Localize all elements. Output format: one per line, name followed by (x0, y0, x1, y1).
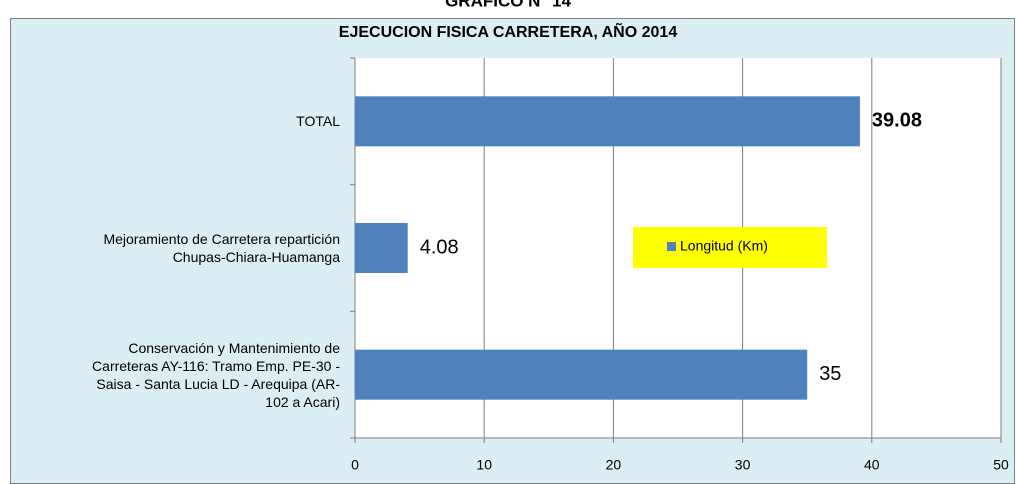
legend-label: Longitud (Km) (680, 238, 768, 254)
x-tick-label: 50 (993, 457, 1009, 473)
x-tick-label: 30 (735, 457, 751, 473)
bar (355, 349, 808, 400)
x-tick-label: 0 (351, 457, 359, 473)
x-tick-label: 10 (476, 457, 492, 473)
legend: Longitud (Km) (633, 227, 827, 268)
value-label: 35 (819, 363, 841, 385)
value-label: 4.08 (420, 236, 459, 258)
legend-box (633, 227, 827, 268)
x-tick-label: 20 (606, 457, 622, 473)
y-tick-label: Conservación y Mantenimiento de Carreter… (92, 339, 340, 410)
chart-subtitle: GRAFICO N° 14 (445, 0, 571, 10)
x-tick-label: 40 (864, 457, 880, 473)
y-tick-label: Mejoramiento de Carretera repartición Ch… (103, 231, 340, 265)
y-tick-label: TOTAL (296, 113, 340, 130)
chart-title: EJECUCION FISICA CARRETERA, AÑO 2014 (339, 21, 678, 41)
value-label: 39.08 (872, 110, 922, 132)
bar (355, 223, 408, 273)
bar (355, 96, 860, 147)
legend-swatch (667, 242, 676, 251)
